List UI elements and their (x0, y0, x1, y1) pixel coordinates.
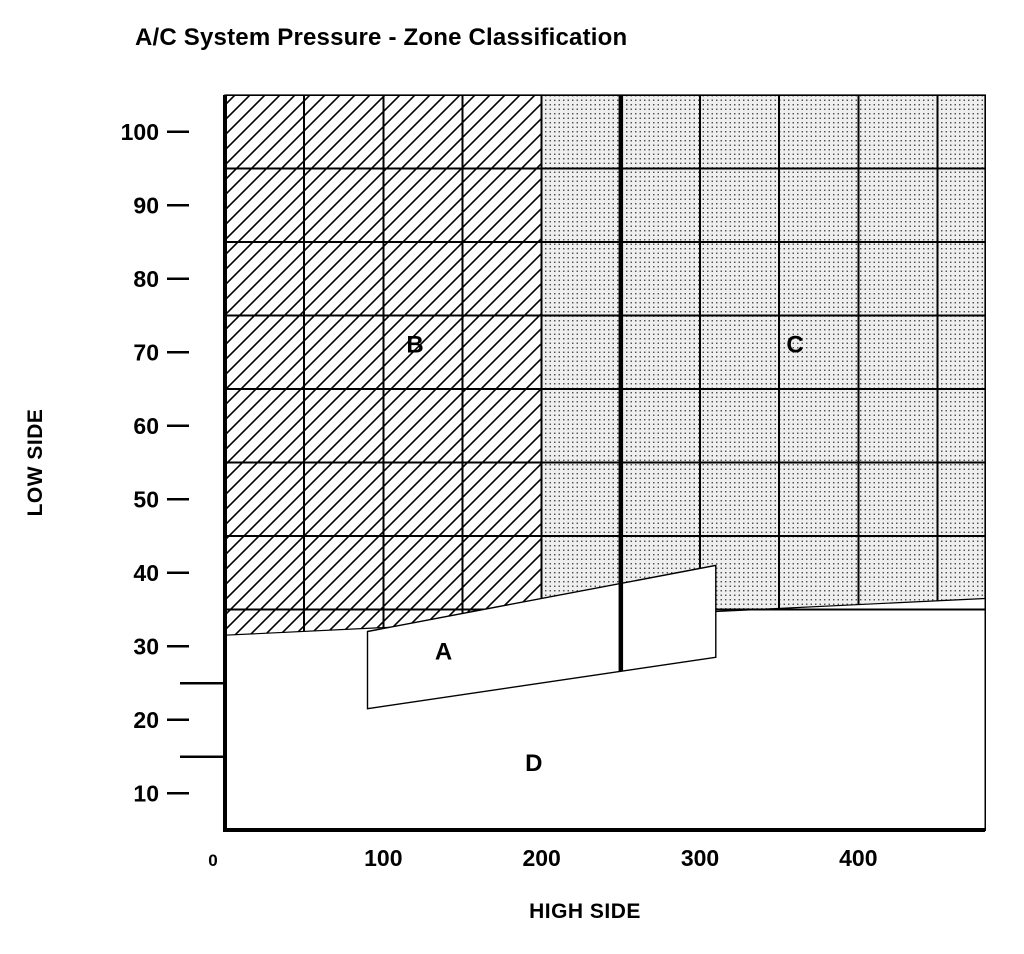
y-axis-title: LOW SIDE (24, 409, 47, 517)
x-tick-label: 100 (364, 845, 402, 871)
y-tick-label: 60 (133, 413, 159, 439)
y-tick-label: 50 (133, 486, 159, 512)
x-tick-label: 300 (681, 845, 719, 871)
x-axis-title: HIGH SIDE (529, 900, 641, 923)
zone-b-label: B (406, 331, 423, 358)
y-tick-label: 40 (133, 560, 159, 586)
y-tick-label: 80 (133, 266, 159, 292)
y-tick-label: 70 (133, 339, 159, 365)
y-tick-label: 20 (133, 707, 159, 733)
x-tick-label: 0 (208, 851, 217, 870)
zone-a-label: A (435, 638, 452, 665)
y-tick-label: 100 (121, 119, 159, 145)
x-tick-label: 400 (839, 845, 877, 871)
y-tick-label: 10 (133, 780, 159, 806)
x-tick-label: 200 (522, 845, 560, 871)
zone-a-region (366, 564, 717, 710)
zone-c-region (541, 94, 986, 621)
zone-d-label: D (525, 750, 542, 777)
y-tick-label: 30 (133, 633, 159, 659)
zone-c-label: C (786, 331, 803, 358)
chart-title: A/C System Pressure - Zone Classificatio… (135, 24, 628, 51)
y-tick-label: 90 (133, 192, 159, 218)
